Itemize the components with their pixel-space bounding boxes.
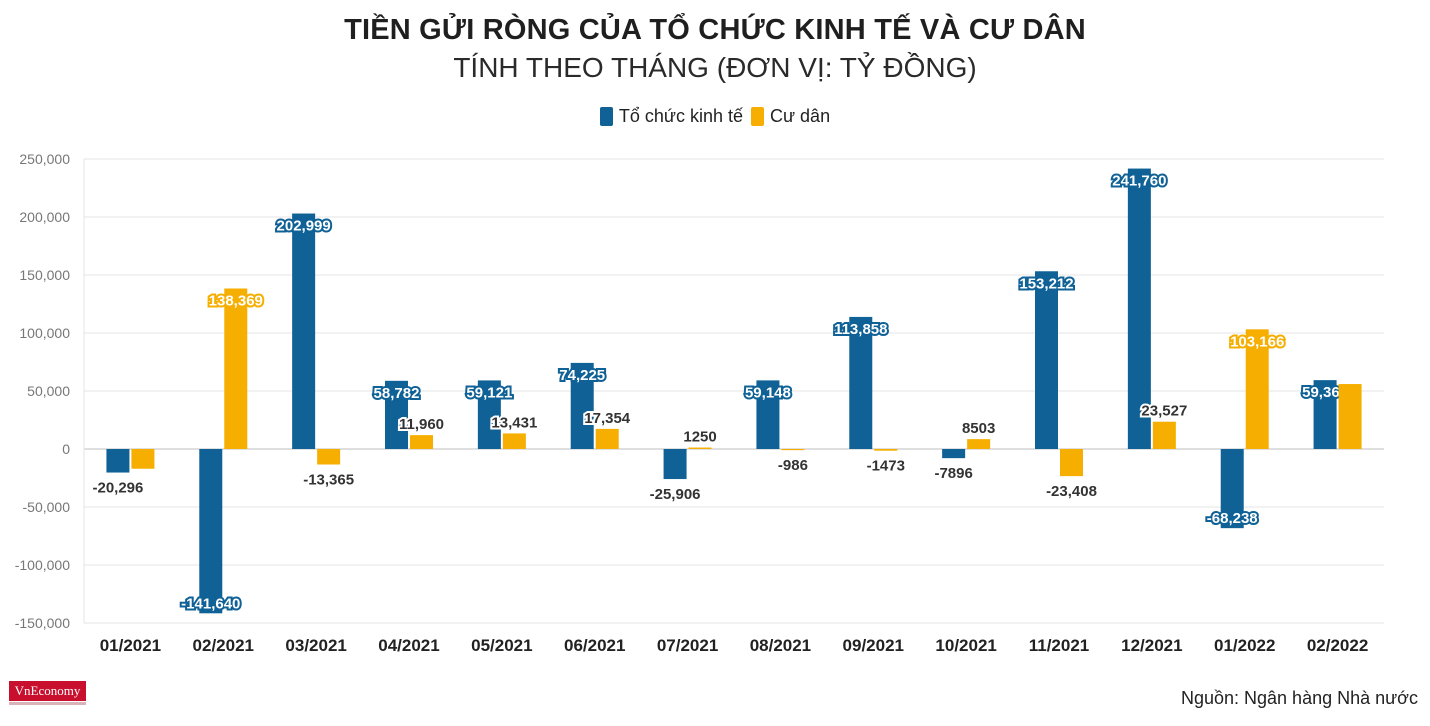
y-tick-label: -150,000 bbox=[15, 615, 70, 631]
data-label: 74,225 bbox=[559, 367, 605, 384]
bar bbox=[1245, 329, 1269, 449]
x-tick-label: 01/2021 bbox=[100, 636, 161, 655]
bar bbox=[595, 428, 619, 449]
bar bbox=[502, 433, 526, 449]
data-label: -13,365 bbox=[303, 472, 354, 489]
x-tick-label: 02/2021 bbox=[193, 636, 254, 655]
bar bbox=[292, 213, 316, 449]
data-label: 138,369 bbox=[209, 292, 263, 309]
y-tick-label: -50,000 bbox=[23, 499, 71, 515]
x-tick-label: 05/2021 bbox=[471, 636, 532, 655]
bar bbox=[1035, 271, 1058, 449]
bar bbox=[477, 380, 501, 449]
bar bbox=[1060, 449, 1083, 477]
bar bbox=[663, 449, 687, 480]
bar bbox=[224, 288, 248, 449]
data-label: 11,960 bbox=[399, 416, 444, 433]
legend-label-cu-dan: Cư dân bbox=[770, 106, 831, 126]
chart-subtitle: TÍNH THEO THÁNG (ĐƠN VỊ: TỶ ĐỒNG) bbox=[453, 52, 977, 83]
data-label: 59,121 bbox=[466, 384, 512, 401]
y-tick-label: 250,000 bbox=[19, 151, 70, 167]
bar bbox=[688, 447, 712, 449]
bar bbox=[967, 439, 991, 449]
legend-item-cu-dan[interactable]: Cư dân bbox=[751, 106, 830, 127]
x-tick-label: 08/2021 bbox=[750, 636, 811, 655]
bar bbox=[570, 362, 594, 449]
data-label: -7896 bbox=[934, 465, 972, 482]
x-tick-label: 11/2021 bbox=[1029, 636, 1090, 655]
legend-label-to-chuc: Tổ chức kinh tế bbox=[618, 106, 743, 126]
bar bbox=[1220, 449, 1244, 529]
chart-title: TIỀN GỬI RÒNG CỦA TỔ CHỨC KINH TẾ VÀ CƯ … bbox=[344, 14, 1086, 46]
bar bbox=[131, 449, 155, 469]
logo-underline bbox=[9, 702, 86, 705]
data-label: 202,999 bbox=[277, 218, 331, 235]
x-tick-label: 02/2022 bbox=[1307, 636, 1368, 655]
data-label: 8503 bbox=[962, 420, 995, 437]
bar bbox=[199, 449, 223, 614]
y-tick-label: -100,000 bbox=[15, 557, 70, 573]
data-label: -23,408 bbox=[1046, 483, 1097, 500]
data-label: 59,148 bbox=[745, 384, 791, 401]
x-tick-label: 06/2021 bbox=[564, 636, 625, 655]
data-label: 13,431 bbox=[491, 414, 537, 431]
bar bbox=[849, 316, 873, 449]
data-label: 241,760 bbox=[1112, 173, 1166, 190]
y-tick-label: 50,000 bbox=[27, 383, 70, 399]
data-label: -141,640 bbox=[181, 595, 240, 612]
bar bbox=[1338, 384, 1362, 449]
x-tick-label: 03/2021 bbox=[285, 636, 346, 655]
data-label: -68,238 bbox=[1207, 510, 1258, 527]
legend-swatch-cu-dan bbox=[751, 107, 764, 126]
bar bbox=[410, 435, 433, 449]
data-label: 58,782 bbox=[374, 385, 420, 402]
data-label: -986 bbox=[778, 457, 808, 474]
data-label: 59,369 bbox=[1302, 384, 1348, 401]
data-label: 103,166 bbox=[1230, 333, 1284, 350]
data-label: -20,296 bbox=[92, 480, 143, 497]
source-note: Nguồn: Ngân hàng Nhà nước bbox=[1180, 688, 1418, 708]
x-tick-label: 10/2021 bbox=[935, 636, 996, 655]
data-label: 17,354 bbox=[584, 410, 631, 427]
bar bbox=[756, 380, 780, 449]
data-label: 1250 bbox=[683, 429, 716, 446]
data-label: 23,527 bbox=[1141, 403, 1187, 420]
x-tick-label: 12/2021 bbox=[1121, 636, 1182, 655]
x-tick-label: 07/2021 bbox=[657, 636, 718, 655]
legend-item-to-chuc[interactable]: Tổ chức kinh tế bbox=[599, 106, 743, 127]
x-tick-label: 04/2021 bbox=[378, 636, 439, 655]
y-tick-label: 0 bbox=[62, 441, 70, 457]
legend-swatch-to-chuc bbox=[599, 107, 613, 126]
bar bbox=[1313, 380, 1337, 449]
x-tick-label: 01/2022 bbox=[1214, 636, 1275, 655]
data-label: 153,212 bbox=[1019, 275, 1073, 292]
y-tick-label: 100,000 bbox=[19, 325, 70, 341]
bar bbox=[385, 380, 408, 449]
bar bbox=[781, 449, 805, 451]
data-label: -25,906 bbox=[650, 486, 701, 503]
bar bbox=[1152, 421, 1176, 449]
bar bbox=[874, 449, 898, 451]
y-tick-label: 150,000 bbox=[19, 267, 70, 283]
vneconomy-logo: VnEconomy bbox=[9, 681, 86, 701]
data-label: -1473 bbox=[867, 458, 905, 475]
y-tick-label: 200,000 bbox=[19, 209, 70, 225]
bar bbox=[106, 449, 130, 473]
chart-legend: Tổ chức kinh tế Cư dân bbox=[0, 106, 1430, 127]
bar bbox=[1127, 168, 1151, 449]
bar bbox=[942, 449, 966, 459]
x-tick-label: 09/2021 bbox=[843, 636, 904, 655]
data-label: 113,858 bbox=[834, 321, 887, 338]
bar bbox=[317, 449, 341, 465]
